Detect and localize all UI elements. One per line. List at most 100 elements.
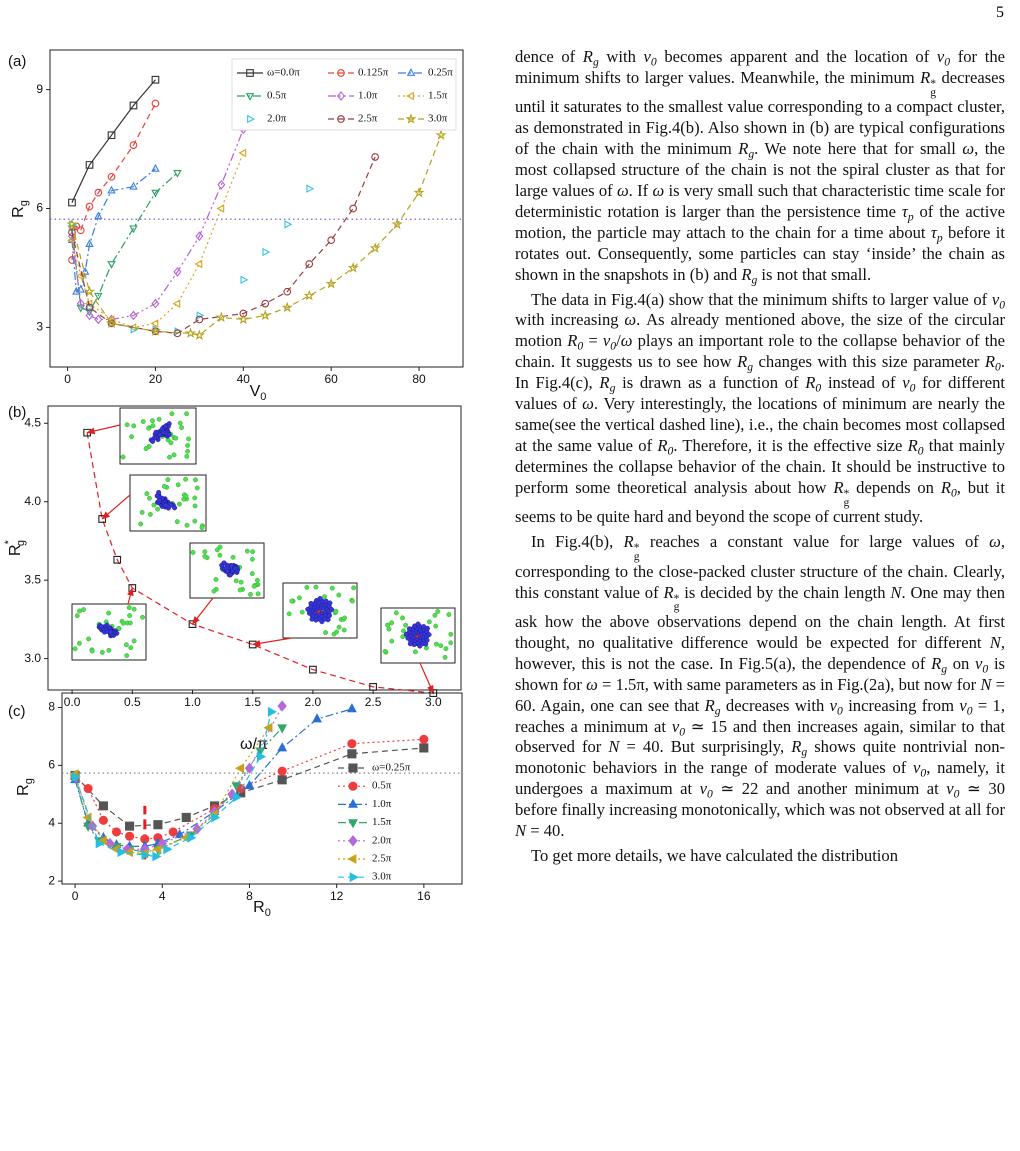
particle [120, 454, 126, 460]
math: Rg [583, 47, 599, 68]
chain-bead [107, 629, 113, 635]
x-tick-label: 1.5 [244, 695, 261, 709]
particle [336, 592, 342, 598]
snapshot [71, 603, 147, 661]
y-axis-label-sub: g [18, 200, 30, 206]
math-sub: g [633, 549, 640, 563]
marker [85, 239, 94, 248]
x-tick-label: 8 [246, 889, 253, 903]
x-tick-label: 3.0 [425, 695, 442, 709]
marker [277, 700, 287, 712]
particle [151, 502, 157, 508]
math-sup: * [673, 591, 680, 605]
marker [94, 292, 103, 301]
particle [190, 550, 196, 555]
marker [195, 315, 204, 324]
marker [305, 260, 314, 268]
particle [89, 648, 95, 654]
particle [184, 522, 190, 528]
marker [98, 815, 108, 825]
series-line [74, 705, 283, 850]
y-tick-label: 3 [36, 320, 43, 334]
particle [72, 646, 78, 652]
text-run: = 40. But surprisingly, [619, 737, 792, 757]
math-symbol: R [920, 67, 931, 87]
chain-bead [150, 438, 156, 444]
legend-label: 1.0π [372, 798, 392, 810]
particle [106, 647, 112, 653]
marker [151, 189, 160, 198]
text-run: decreases with [720, 695, 830, 715]
marker [371, 153, 379, 161]
marker [86, 303, 95, 312]
math-symbol: v [936, 47, 945, 66]
marker [129, 101, 138, 110]
plot-frame [61, 692, 463, 885]
marker [141, 850, 151, 860]
paragraph: dence of Rg with v0 becomes apparent and… [515, 47, 1005, 286]
text-run: plays an important role to the collapse … [515, 331, 1005, 372]
marker [68, 228, 76, 237]
snapshot-arrow [127, 587, 134, 605]
y-tick-label: 6 [48, 758, 55, 772]
particle [433, 641, 439, 647]
particle [176, 501, 182, 507]
particle [389, 620, 394, 626]
particle [432, 612, 438, 618]
marker [185, 327, 197, 339]
math-sub: 0 [707, 787, 713, 801]
text-run: for different values of [515, 373, 1005, 414]
marker [76, 298, 85, 309]
particle [185, 448, 190, 454]
particle [433, 623, 439, 629]
y-tick-label: 4 [48, 815, 55, 829]
math-symbol: R [599, 373, 610, 393]
series-line [71, 152, 244, 328]
particle [146, 443, 152, 449]
particle [167, 454, 172, 460]
page-number: 5 [996, 4, 1004, 21]
math-sub: g [748, 147, 755, 161]
legend-marker [406, 91, 414, 101]
snapshot-arrow [191, 597, 214, 625]
snapshot-arrow [86, 424, 121, 435]
particle [150, 418, 155, 424]
marker [98, 801, 108, 811]
x-tick-label: 0.0 [64, 695, 81, 709]
marker [125, 821, 135, 831]
math-sub: g [751, 273, 758, 287]
marker [151, 99, 160, 108]
marker [303, 289, 315, 301]
math: R * g [920, 67, 936, 98]
text-run: that mainly determines the collapse beha… [515, 435, 1005, 497]
marker [277, 775, 287, 785]
particle [131, 423, 137, 429]
particle [74, 613, 80, 619]
particle [183, 476, 188, 482]
y-axis-label: Rg [15, 778, 35, 796]
text-run: , however, this is not the case. In Fig.… [515, 632, 1005, 673]
marker [125, 831, 135, 841]
marker [152, 844, 162, 855]
math: R0 [657, 436, 673, 457]
math-symbol: R [741, 264, 752, 284]
marker [172, 299, 181, 308]
chain-bead [313, 617, 319, 623]
x-tick-label: 80 [412, 372, 426, 386]
marker [111, 827, 122, 837]
math-symbol: R [805, 373, 816, 393]
particle [217, 544, 223, 550]
math-symbol: v [991, 289, 1000, 309]
y-axis-label-base: R [10, 206, 27, 218]
x-axis-label: ω/π [240, 736, 268, 753]
x-axis-label-sub: 0 [265, 907, 271, 919]
math: R * g [833, 478, 849, 508]
marker [309, 665, 317, 674]
math: ω [962, 139, 974, 158]
marker [95, 838, 105, 849]
particle [289, 598, 295, 604]
y-axis-label-base: R [7, 544, 24, 556]
marker [435, 129, 447, 140]
marker [129, 141, 138, 149]
marker [173, 169, 182, 178]
